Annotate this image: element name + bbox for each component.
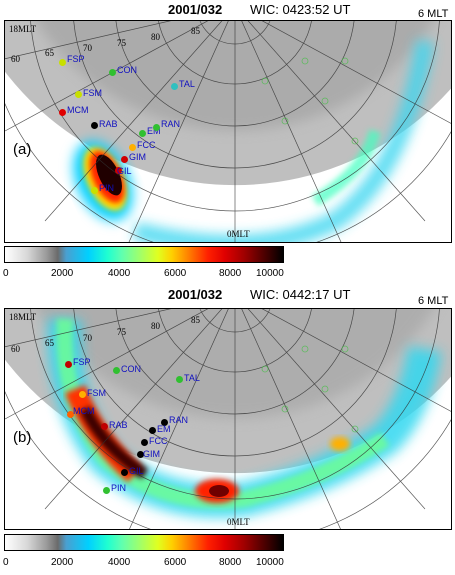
colorbar-tick: 8000 [219,557,242,568]
lat-label: 85 [191,315,200,325]
colorbar-tick: 6000 [164,557,187,568]
lat-label: 75 [117,38,126,48]
station-marker [67,411,74,418]
station-marker [91,122,98,129]
panel-a-mlt-bottom: 0MLT [227,229,250,239]
panel-b-label: (b) [13,429,32,446]
station-label: RAB [109,420,128,430]
panel-b-mlt-bottom: 0MLT [227,517,250,527]
colorbar-tick: 0 [3,268,9,279]
panel-b-date: 2001/032 [168,287,223,302]
station-marker [171,83,178,90]
panel-a-map-svg [5,21,451,242]
panel-b-mlt-left: 18MLT [9,312,37,322]
station-label: TAL [179,79,195,89]
panel-a-colorbar [4,246,284,263]
colorbar-tick: 2000 [51,268,74,279]
lat-label: 75 [117,327,126,337]
station-label: GIL [129,466,144,476]
colorbar-tick: 10000 [256,557,284,568]
station-marker [91,187,98,194]
station-marker [121,156,128,163]
station-label: FCC [137,140,156,150]
station-label: MCM [73,406,95,416]
station-label: GIL [117,166,132,176]
station-label: EM [157,424,171,434]
lat-label: 80 [151,32,160,42]
station-label: FSM [87,388,106,398]
station-marker [65,361,72,368]
panel-a-date: 2001/032 [168,2,223,17]
station-marker [149,427,156,434]
station-marker [137,451,144,458]
station-marker [121,469,128,476]
panel-a-mlt-left: 18MLT [9,24,37,34]
station-marker [176,376,183,383]
lat-label: 80 [151,321,160,331]
panel-b-mlt-right: 6 MLT [418,295,449,307]
colorbar-tick: 2000 [51,557,74,568]
station-marker [75,91,82,98]
lat-label: 60 [11,344,20,354]
station-label: PIN [99,183,115,193]
station-label: FSM [83,88,102,98]
station-label: CON [117,65,137,75]
station-marker [115,167,122,174]
station-marker [113,367,120,374]
station-label: FCC [149,436,168,446]
station-marker [101,423,108,430]
station-label: PIN [111,483,127,493]
panel-b-map-svg [5,309,451,529]
colorbar-tick: 8000 [219,268,242,279]
station-marker [109,69,116,76]
panel-a: 2001/032 WIC: 0423:52 UT 6 MLT [0,0,455,287]
station-label: TAL [184,373,200,383]
station-label: CON [121,364,141,374]
station-label: GIM [129,152,146,162]
station-label: FSP [73,357,91,367]
lat-label: 70 [83,43,92,53]
station-marker [79,391,86,398]
station-marker [59,59,66,66]
station-label: EM [147,126,161,136]
lat-label: 60 [11,54,20,64]
colorbar-tick: 10000 [256,268,284,279]
station-label: RAN [161,119,181,129]
station-marker [161,419,168,426]
colorbar-tick: 4000 [108,268,131,279]
panel-a-map: 18MLT 0MLT 60 65 70 75 80 85 (a) FSP CON… [4,20,452,243]
panel-b: 2001/032 WIC: 0442:17 UT 6 MLT [0,287,455,575]
station-marker [59,109,66,116]
lat-label: 65 [45,48,54,58]
colorbar-tick: 6000 [164,268,187,279]
colorbar-tick: 4000 [108,557,131,568]
station-label: FSP [67,54,85,64]
station-label: GIM [143,449,160,459]
station-marker [153,124,160,131]
lat-label: 70 [83,333,92,343]
panel-a-title: 2001/032 WIC: 0423:52 UT 6 MLT [0,0,455,20]
panel-a-label: (a) [13,141,32,158]
station-marker [141,439,148,446]
lat-label: 65 [45,338,54,348]
station-marker [139,130,146,137]
panel-a-mlt-right: 6 MLT [418,8,449,20]
panel-b-map: 18MLT 0MLT 60 65 70 75 80 85 (b) FSP CON… [4,308,452,530]
panel-b-colorbar [4,534,284,551]
station-marker [103,487,110,494]
station-label: RAB [99,119,118,129]
panel-b-wic-time: WIC: 0442:17 UT [250,287,351,302]
panel-a-wic-time: WIC: 0423:52 UT [250,2,351,17]
station-label: RAN [169,415,189,425]
station-label: MCM [67,105,89,115]
panel-b-title: 2001/032 WIC: 0442:17 UT 6 MLT [0,287,455,307]
lat-label: 85 [191,26,200,36]
station-marker [129,144,136,151]
colorbar-tick: 0 [3,557,9,568]
